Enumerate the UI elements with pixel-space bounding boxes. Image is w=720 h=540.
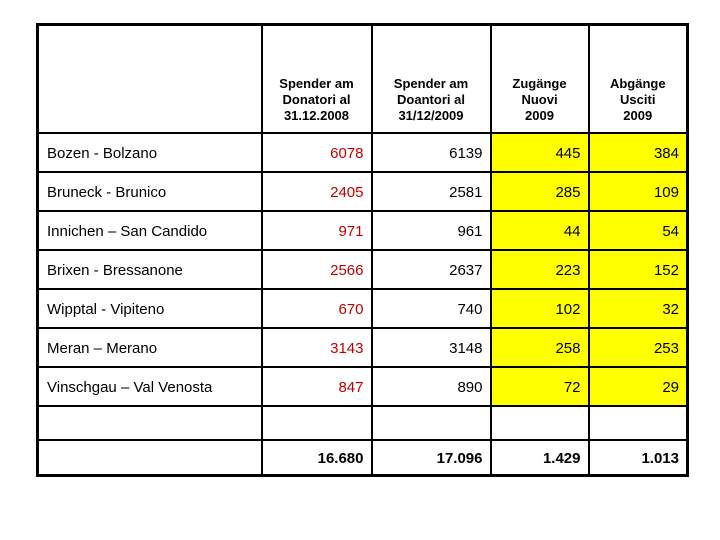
table-row: Vinschgau – Val Venosta 847 890 72 29 — [36, 365, 689, 407]
donors-2008-cell: 2566 — [260, 248, 373, 290]
table-row: Bruneck - Brunico 2405 2581 285 109 — [36, 170, 689, 212]
donors-2009-cell: 2581 — [370, 170, 492, 212]
totals-new-2009-cell: 1.429 — [489, 438, 590, 477]
donors-2009-cell: 961 — [370, 209, 492, 251]
donors-2008-cell: 847 — [260, 365, 373, 407]
new-2009-cell: 258 — [489, 326, 590, 368]
empty-left-2009-cell — [587, 404, 689, 441]
table-row: Meran – Merano 3143 3148 258 253 — [36, 326, 689, 368]
header-donors-2008-cell: Spender am Donatori al 31.12.2008 — [260, 23, 373, 134]
left-2009-cell: 29 — [587, 365, 689, 407]
new-2009-cell: 102 — [489, 287, 590, 329]
donors-2008-cell: 670 — [260, 287, 373, 329]
header-new-2009-cell: Zugänge Nuovi 2009 — [489, 23, 590, 134]
donors-2008-cell: 6078 — [260, 131, 373, 173]
donors-2009-cell: 6139 — [370, 131, 492, 173]
donors-2009-cell: 3148 — [370, 326, 492, 368]
new-2009-cell: 44 — [489, 209, 590, 251]
totals-donors-2009-cell: 17.096 — [370, 438, 492, 477]
left-2009-cell: 384 — [587, 131, 689, 173]
table-row: Innichen – San Candido 971 961 44 54 — [36, 209, 689, 251]
empty-region-cell — [36, 404, 263, 441]
region-name-cell: Bozen - Bolzano — [36, 131, 263, 173]
left-2009-cell: 32 — [587, 287, 689, 329]
table-row: Wipptal - Vipiteno 670 740 102 32 — [36, 287, 689, 329]
region-name-cell: Brixen - Bressanone — [36, 248, 263, 290]
empty-donors-2009-cell — [370, 404, 492, 441]
donors-2008-cell: 2405 — [260, 170, 373, 212]
totals-donors-2008-cell: 16.680 — [260, 438, 373, 477]
table-row: Brixen - Bressanone 2566 2637 223 152 — [36, 248, 689, 290]
donors-2009-cell: 2637 — [370, 248, 492, 290]
empty-new-2009-cell — [489, 404, 590, 441]
table-empty-row — [36, 404, 689, 441]
new-2009-cell: 285 — [489, 170, 590, 212]
new-2009-cell: 223 — [489, 248, 590, 290]
left-2009-cell: 109 — [587, 170, 689, 212]
region-name-cell: Vinschgau – Val Venosta — [36, 365, 263, 407]
left-2009-cell: 152 — [587, 248, 689, 290]
table-header-row: Spender am Donatori al 31.12.2008 Spende… — [36, 23, 689, 134]
left-2009-cell: 253 — [587, 326, 689, 368]
region-name-cell: Bruneck - Brunico — [36, 170, 263, 212]
left-2009-cell: 54 — [587, 209, 689, 251]
header-region-cell — [36, 23, 263, 134]
donor-statistics-table: Spender am Donatori al 31.12.2008 Spende… — [36, 23, 689, 477]
donors-2008-cell: 3143 — [260, 326, 373, 368]
region-name-cell: Wipptal - Vipiteno — [36, 287, 263, 329]
new-2009-cell: 445 — [489, 131, 590, 173]
region-name-cell: Innichen – San Candido — [36, 209, 263, 251]
region-name-cell: Meran – Merano — [36, 326, 263, 368]
donors-2009-cell: 740 — [370, 287, 492, 329]
totals-region-cell — [36, 438, 263, 477]
donors-2009-cell: 890 — [370, 365, 492, 407]
table-row: Bozen - Bolzano 6078 6139 445 384 — [36, 131, 689, 173]
table-totals-row: 16.680 17.096 1.429 1.013 — [36, 438, 689, 477]
totals-left-2009-cell: 1.013 — [587, 438, 689, 477]
donors-2008-cell: 971 — [260, 209, 373, 251]
new-2009-cell: 72 — [489, 365, 590, 407]
empty-donors-2008-cell — [260, 404, 373, 441]
header-left-2009-cell: Abgänge Usciti 2009 — [587, 23, 689, 134]
header-donors-2009-cell: Spender am Doantori al 31/12/2009 — [370, 23, 492, 134]
